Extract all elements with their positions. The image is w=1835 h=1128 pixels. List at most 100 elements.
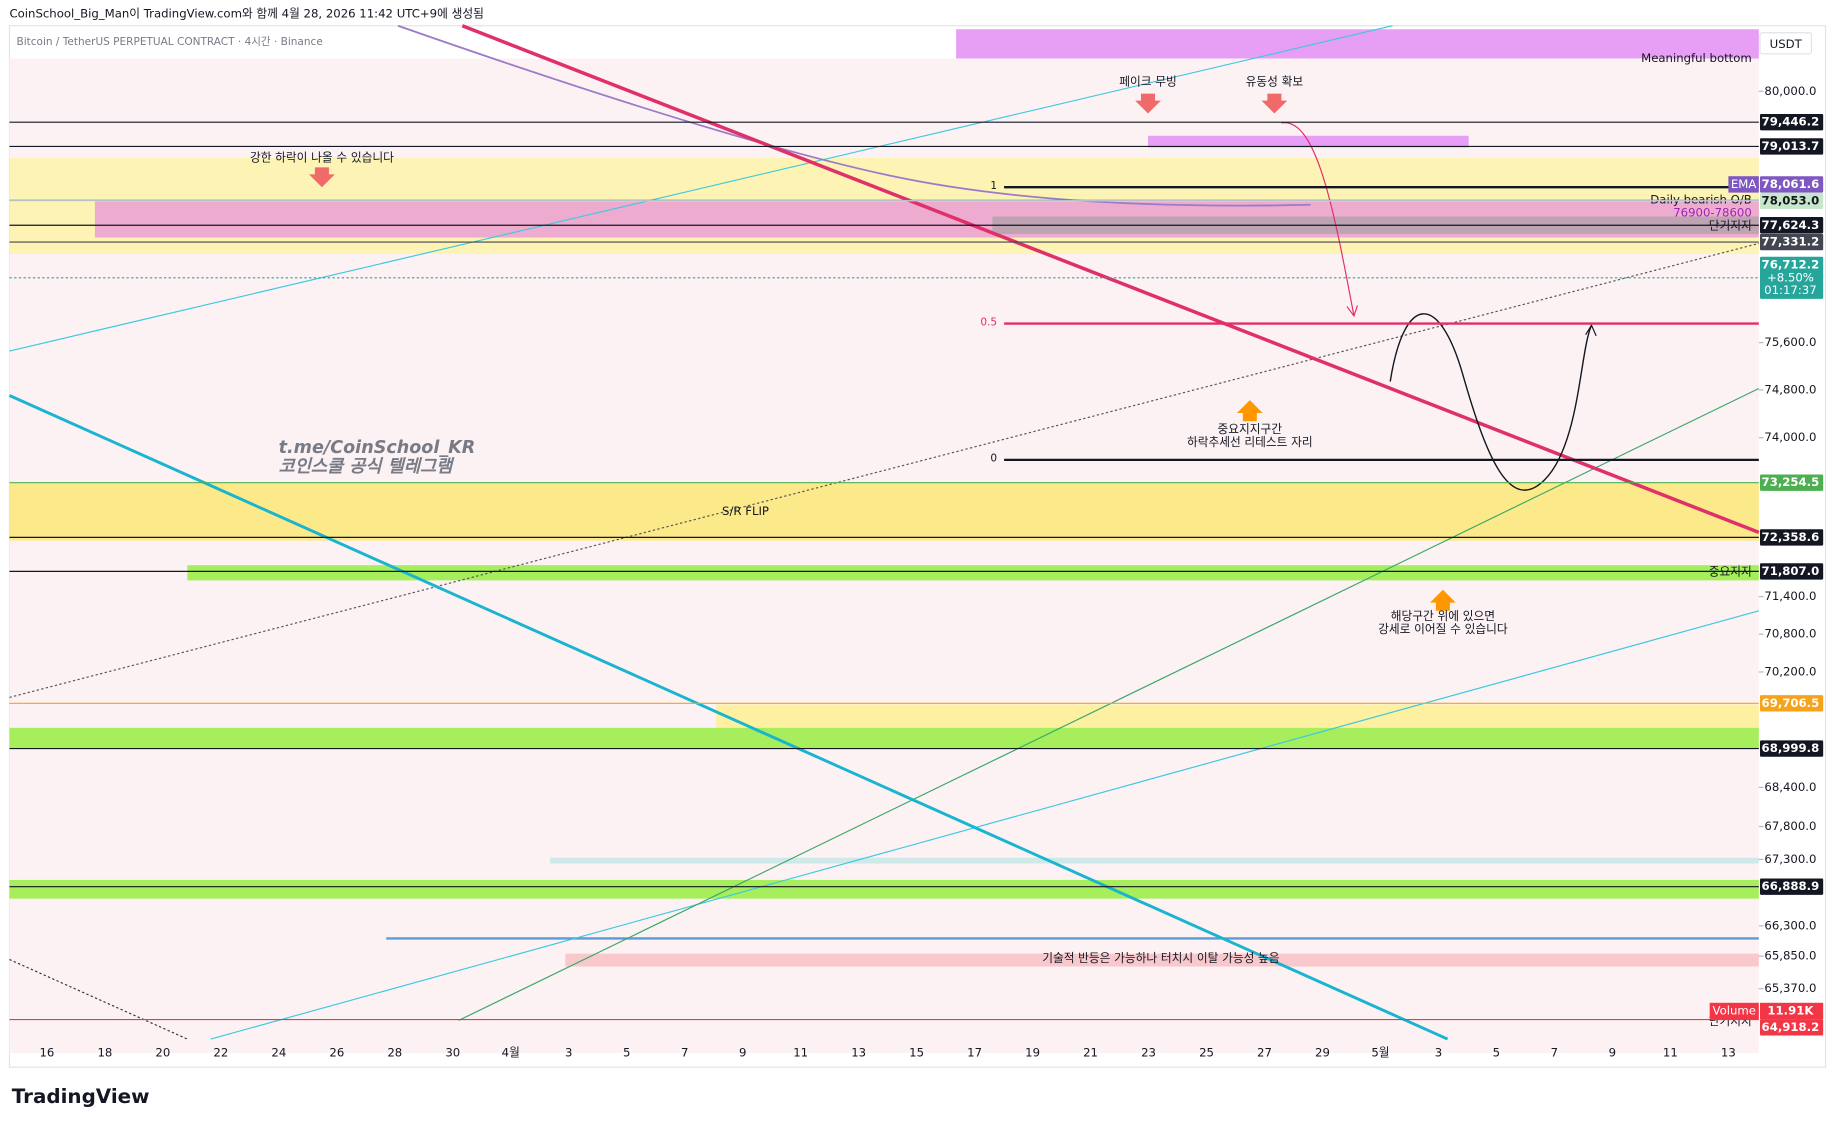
down-arrow [1135,93,1161,114]
x-tick-label: 5월 [1371,1046,1389,1060]
price-tag [1759,740,1824,757]
x-tick-label: 28 [387,1046,402,1060]
trend-line [8,394,1449,1041]
price-tag-label: 77,624.3 [1762,218,1820,232]
x-tick-label: 21 [1083,1046,1098,1060]
fib-label: 1 [990,180,997,192]
zone [9,879,1759,899]
x-tick-label: 15 [909,1046,924,1060]
price-tag-label: 79,013.7 [1762,139,1820,153]
downtrend-line [461,24,1760,535]
x-tick-label: 27 [1257,1046,1272,1060]
price-tag-label: 72,358.6 [1762,530,1820,544]
trend-line [458,387,1760,1021]
trend-line [9,25,1393,352]
price-tag-label: 78,053.0 [1762,193,1820,207]
x-tick-label: 11 [1663,1046,1678,1060]
price-tag-label: 78,061.6 [1762,177,1820,191]
y-tick-label: 70,200.0 [1764,664,1816,678]
ema-line [397,24,1311,207]
price-tag-label: 71,807.0 [1762,564,1820,578]
annotation: 유동성 확보 [1246,74,1304,88]
x-tick-label: 19 [1025,1046,1040,1060]
price-tag-label: 69,706.5 [1762,696,1820,710]
zone [9,483,1759,541]
down-arrow [309,167,335,188]
y-tick-label: 67,800.0 [1764,819,1816,833]
annotation: Daily bearish O/B [1650,193,1751,207]
x-tick-label: 9 [739,1046,746,1060]
x-tick-label: 20 [155,1046,170,1060]
x-tick-label: 11 [793,1046,808,1060]
price-tag-label: 68,999.8 [1762,741,1820,755]
trend-line [210,610,1759,1040]
watermark: t.me/CoinSchool_KR [279,438,476,458]
price-tag [1759,878,1824,895]
annotation: S/R FLIP [722,504,769,518]
fib-label: 0.5 [980,316,997,328]
volume-name: Volume [1713,1003,1756,1017]
scenario-arrow [1389,313,1593,491]
annotation: Meaningful bottom [1641,51,1752,65]
arrow-head [1346,305,1359,318]
tag-badge [1728,176,1759,193]
x-tick-label: 4월 [502,1046,520,1060]
price-tag [1759,1019,1824,1036]
x-tick-label: 30 [445,1046,460,1060]
price-tag [1759,176,1824,193]
volume-badge [1709,1002,1759,1020]
x-tick-label: 26 [329,1046,344,1060]
x-tick-label: 7 [681,1046,688,1060]
y-tick-label: 71,400.0 [1764,589,1816,603]
annotation: 중요지지구간 [1218,422,1283,436]
price-tag [1759,529,1824,546]
annotation: 76900-78600 [1673,205,1752,219]
price-tag [1759,233,1824,251]
y-tick-label: 65,370.0 [1764,981,1816,995]
volume-tag [1759,1002,1824,1020]
price-tag-label: 79,446.2 [1762,115,1820,129]
x-tick-label: 3 [1435,1046,1442,1060]
price-tag [1759,256,1824,299]
countdown: 01:17:37 [1764,283,1817,297]
caption: CoinSchool_Big_Man이 TradingView.com와 함께 … [9,7,483,21]
annotation: 페이크 무빙 [1119,74,1176,88]
up-arrow [1430,589,1456,611]
watermark: 코인스쿨 공식 텔레그램 [279,457,456,477]
price-tag-label: 66,888.9 [1762,879,1820,893]
zone [187,565,1759,581]
x-tick-label: 3 [565,1046,572,1060]
x-tick-label: 5 [1493,1046,1500,1060]
price-tag [1759,113,1824,131]
zone [550,857,1759,864]
x-tick-label: 22 [213,1046,228,1060]
x-tick-label: 24 [271,1046,286,1060]
y-tick-label: 67,300.0 [1764,852,1816,866]
up-arrow [1236,400,1263,422]
trend-line [9,242,1759,698]
x-tick-label: 17 [967,1046,982,1060]
price-tag [1759,217,1824,234]
down-arrow [1261,93,1288,114]
currency-box [1759,32,1813,55]
y-tick-label: 66,300.0 [1764,918,1816,932]
y-tick-label: 74,800.0 [1764,382,1816,396]
y-tick-label: 80,000.0 [1764,84,1816,98]
zone [565,953,1759,967]
price-tag [1759,563,1824,580]
annotation: 기술적 반등은 가능하나 터치시 이탈 가능성 높음 [1042,951,1280,965]
x-tick-label: 18 [97,1046,112,1060]
tag-name: EMA [1731,177,1756,191]
price-tag-label: 64,918.2 [1762,1020,1820,1034]
price-tag [1759,138,1824,155]
zone [9,727,1759,749]
x-tick-label: 9 [1609,1046,1616,1060]
price-tag-label: 77,331.2 [1762,235,1820,249]
annotation: 하락추세선 리테스트 자리 [1187,435,1313,449]
fib-label: 0 [990,453,997,465]
x-tick-label: 23 [1141,1046,1156,1060]
brand: TradingView [12,1085,150,1108]
currency: USDT [1770,37,1803,51]
symbol: Bitcoin / TetherUS PERPETUAL CONTRACT · … [17,36,323,48]
